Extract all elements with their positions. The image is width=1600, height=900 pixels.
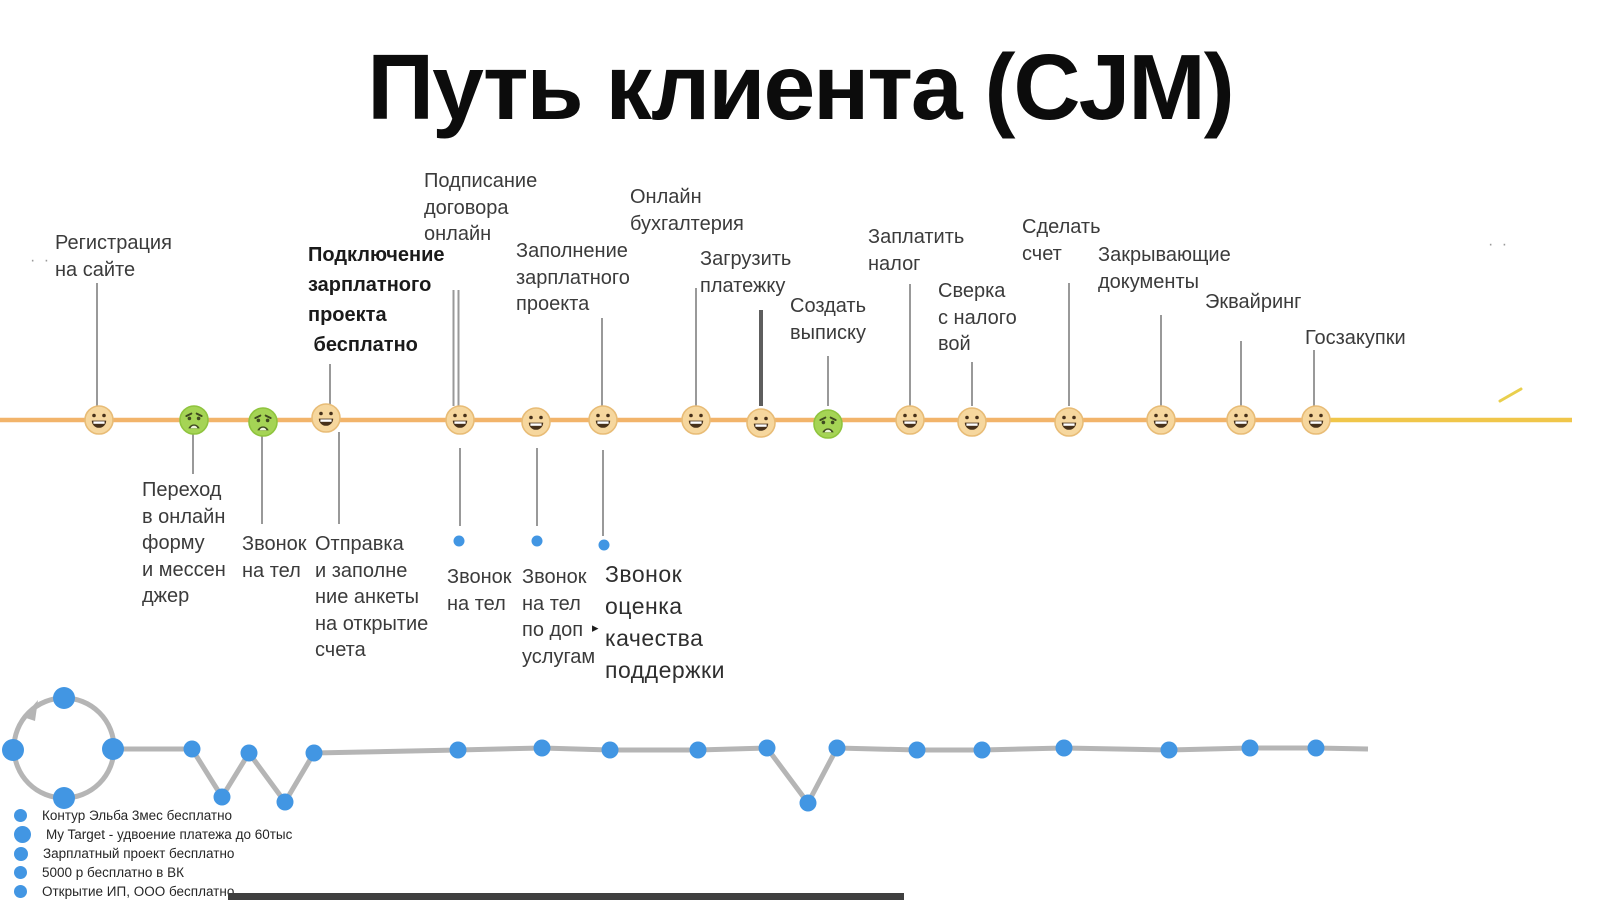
stage-label-top-11: Эквайринг [1205,291,1302,313]
chart-dot [1160,741,1178,759]
stage-label-top-0: Регистрация на сайте [55,232,172,281]
chart-dot [305,744,323,762]
stage-label-top-2: Подписание договора онлайн [424,170,538,245]
chart-dot [1055,739,1073,757]
sad-emoji [813,409,843,439]
stray-dots: · · [30,252,52,269]
happy-emoji [957,407,987,437]
stage-label-bottom-4: Звонок на тел по доп услугам [522,566,596,668]
chart-dot [533,739,551,757]
chart-dot [601,741,619,759]
legend-dot-icon [14,809,27,822]
chart-dot [102,738,124,760]
call-dot [453,535,465,547]
chart-dot [53,787,75,809]
stray-dots: · · [1488,236,1510,253]
stage-label-top-1: Подключение зарплатного проекта бесплатн… [308,244,445,356]
happy-emoji [311,403,341,433]
journey-line [113,745,1369,806]
chart-dot [213,788,231,806]
chart-dot [828,739,846,757]
happy-emoji [1146,405,1176,435]
happy-emoji [84,405,114,435]
stage-label-top-4: Онлайн бухгалтерия [630,186,744,235]
yellow-mark [1498,387,1523,403]
legend-label: Зарплатный проект бесплатно [43,846,235,861]
legend-label: Открытие ИП, ООО бесплатно [42,884,235,899]
chart-dot [973,741,991,759]
small-arrow-icon: ▸ [592,620,599,635]
happy-emoji [1226,405,1256,435]
legend-dot-icon [14,885,27,898]
legend-item: Открытие ИП, ООО бесплатно [14,882,292,900]
stage-label-top-7: Заплатить налог [868,226,965,275]
stage-label-bottom-1: Звонок на тел [242,533,307,582]
legend-item: Контур Эльба 3мес бесплатно [14,806,292,825]
stage-label-top-3: Заполнение зарплатного проекта [516,240,630,315]
legend-item: 5000 р бесплатно в ВК [14,863,292,882]
legend-label: My Target - удвоение платежа до 60тыс [46,827,293,842]
happy-emoji [1301,405,1331,435]
chart-dot [240,744,258,762]
happy-emoji [895,405,925,435]
happy-emoji [521,407,551,437]
loop-arrow-icon [23,700,38,721]
legend-item: Зарплатный проект бесплатно [14,844,292,863]
stage-label-top-6: Создать выписку [790,295,867,344]
happy-emoji [681,405,711,435]
chart-dot [689,741,707,759]
stage-label-bottom-3: Звонок на тел [447,566,512,615]
stage-label-bottom-2: Отправка и заполне ние анкеты на открыти… [315,533,429,661]
chart-dot [183,740,201,758]
stage-label-bottom-0: Переход в онлайн форму и мессен джер [142,479,226,607]
stage-label-top-10: Закрывающие документы [1098,244,1231,293]
stage-label-top-5: Загрузить платежку [700,248,792,297]
legend-dot-icon [14,866,27,879]
stage-label-top-12: Госзакупки [1305,327,1406,349]
legend-dot-icon [14,826,31,843]
chart-dot [908,741,926,759]
chart-dot [799,794,817,812]
sad-emoji [248,407,278,437]
stage-label-bottom-5: Звонок оценка качества поддержки [605,561,725,683]
page-title: Путь клиента (CJM) [367,35,1234,139]
stage-label-top-9: Сделать счет [1022,216,1101,265]
happy-emoji [746,408,776,438]
legend-item: My Target - удвоение платежа до 60тыс [14,825,292,844]
sad-emoji [179,405,209,435]
chart-dot [1307,739,1325,757]
chart-dot [2,739,24,761]
call-dot [531,535,543,547]
legend-dot-icon [14,846,28,861]
stage-label-top-8: Сверка с налого вой [938,280,1017,355]
happy-emoji [588,405,618,435]
chart-dot [1241,739,1259,757]
chart-dot [276,793,294,811]
chart-dot [449,741,467,759]
chart-dot [758,739,776,757]
bottom-dark-strip [228,893,904,900]
happy-emoji [445,405,475,435]
chart-dot [53,687,75,709]
legend-label: 5000 р бесплатно в ВК [42,865,184,880]
legend: Контур Эльба 3мес бесплатно My Target - у… [14,806,292,900]
legend-label: Контур Эльба 3мес бесплатно [42,808,233,823]
happy-emoji [1054,407,1084,437]
call-dot [598,539,610,551]
